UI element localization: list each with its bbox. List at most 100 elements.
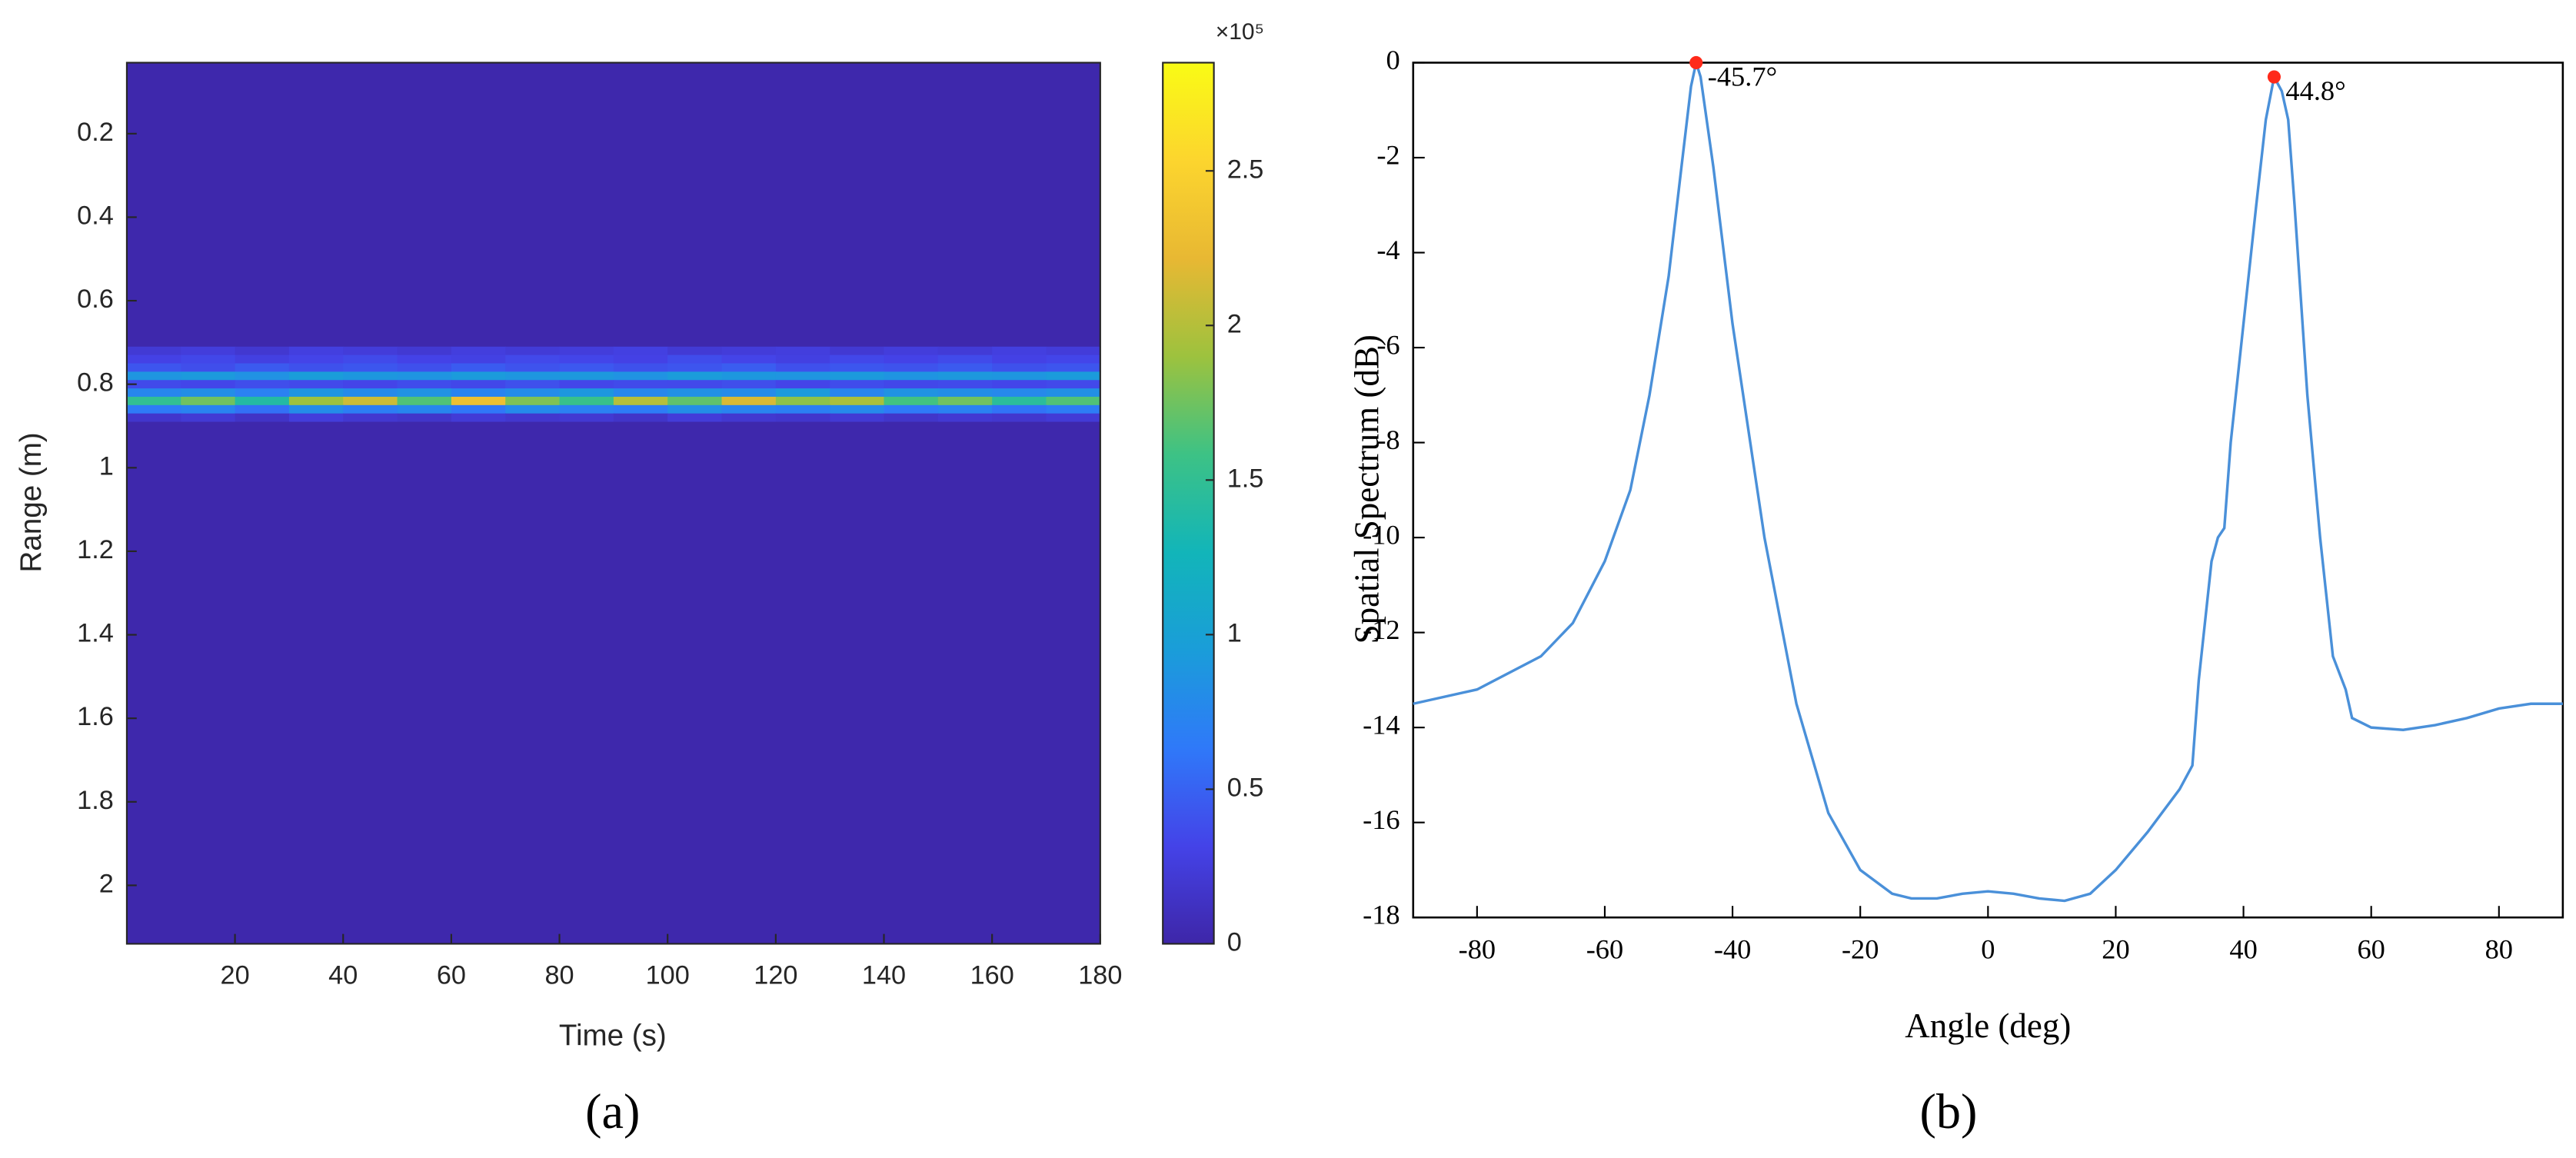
caption: (b) xyxy=(1919,1084,1977,1139)
x-tick-label: 20 xyxy=(2102,934,2129,965)
heatmap-cell xyxy=(288,413,344,423)
heatmap-cell xyxy=(992,346,1047,356)
x-tick-label: 20 xyxy=(221,960,250,990)
heatmap-cell xyxy=(884,413,939,423)
heatmap-cell xyxy=(992,388,1047,398)
heatmap-cell xyxy=(721,413,777,423)
colorbar-tick-label: 2 xyxy=(1227,309,1242,338)
heatmap-cell xyxy=(181,371,236,381)
heatmap-cell xyxy=(288,363,344,373)
heatmap-cell xyxy=(505,62,561,348)
heatmap-cell xyxy=(181,380,236,389)
heatmap-cell xyxy=(884,363,939,373)
heatmap-cell xyxy=(126,388,182,398)
heatmap-cell xyxy=(343,346,398,356)
heatmap-cell xyxy=(235,62,290,348)
colorbar-tick-label: 0.5 xyxy=(1227,773,1264,802)
heatmap-cell xyxy=(505,421,561,945)
x-tick-label: 80 xyxy=(2485,934,2513,965)
heatmap-cell xyxy=(721,354,777,364)
x-tick-label: 60 xyxy=(2357,934,2385,965)
y-axis-label: Range (m) xyxy=(15,432,48,572)
heatmap-cell xyxy=(505,371,561,381)
heatmap-cell xyxy=(451,413,507,423)
heatmap-cell xyxy=(235,396,290,406)
x-tick-label: -80 xyxy=(1459,934,1496,965)
heatmap-cell xyxy=(721,421,777,945)
heatmap-cell xyxy=(505,354,561,364)
x-tick-label: -60 xyxy=(1586,934,1624,965)
heatmap-cell xyxy=(397,404,452,414)
heatmap-cell xyxy=(830,421,885,945)
line-panel: Angle (deg) Spatial Spectrum (dB) (b) -8… xyxy=(1347,45,2564,1139)
heatmap-cell xyxy=(559,404,614,414)
heatmap-cell xyxy=(775,413,831,423)
heatmap-cell xyxy=(505,413,561,423)
y-tick-label: -10 xyxy=(1363,519,1400,550)
heatmap-cell xyxy=(505,388,561,398)
heatmap-cell xyxy=(830,380,885,389)
heatmap-cell xyxy=(397,380,452,389)
heatmap-cell xyxy=(721,404,777,414)
x-tick-label: 120 xyxy=(754,960,797,990)
heatmap-cell xyxy=(667,346,723,356)
heatmap-cell xyxy=(451,388,507,398)
peak-label: -45.7° xyxy=(1708,61,1777,92)
heatmap-cell xyxy=(613,413,669,423)
heatmap-cell xyxy=(451,396,507,406)
y-tick-label: -14 xyxy=(1363,709,1400,740)
heatmap-cell xyxy=(1046,363,1101,373)
heatmap-cell xyxy=(775,396,831,406)
heatmap-cell xyxy=(721,388,777,398)
heatmap-cell xyxy=(235,363,290,373)
heatmap-cell xyxy=(884,62,939,348)
x-tick-label: 160 xyxy=(970,960,1014,990)
colorbar-tick-label: 2.5 xyxy=(1227,155,1264,184)
heatmap-cell xyxy=(288,354,344,364)
heatmap-cell xyxy=(181,388,236,398)
y-axis-label: Spatial Spectrum (dB) xyxy=(1347,334,1386,644)
heatmap-cell xyxy=(775,363,831,373)
x-tick-label: -40 xyxy=(1714,934,1752,965)
y-tick-label: -8 xyxy=(1376,424,1399,455)
y-tick-label: -12 xyxy=(1363,614,1400,645)
heatmap-cell xyxy=(451,62,507,348)
heatmap-cell xyxy=(667,363,723,373)
heatmap-cell xyxy=(613,421,669,945)
heatmap-cell xyxy=(343,404,398,414)
heatmap-cell xyxy=(937,388,993,398)
heatmap-cell xyxy=(830,354,885,364)
colorbar-tick-label: 1 xyxy=(1227,618,1242,647)
heatmap-panel: Time (s) Range (m) ×10⁵ (a) 20 40 60 80 100 1… xyxy=(15,19,1264,1139)
heatmap-cell xyxy=(1046,380,1101,389)
heatmap-cell xyxy=(559,354,614,364)
heatmap-cell xyxy=(992,421,1047,945)
heatmap-cell xyxy=(992,413,1047,423)
y-tick-label: -4 xyxy=(1376,235,1399,265)
heatmap-cell xyxy=(937,404,993,414)
colorbar-exponent: ×10⁵ xyxy=(1216,19,1264,45)
heatmap-cell xyxy=(937,346,993,356)
colorbar-tick-label: 0 xyxy=(1227,927,1242,957)
heatmap-cell xyxy=(505,363,561,373)
heatmap-cell xyxy=(775,380,831,389)
peak-marker xyxy=(1689,55,1703,70)
y-tick-label: 0.4 xyxy=(77,201,114,230)
y-tick-label: 0 xyxy=(1386,45,1399,75)
heatmap-cell xyxy=(937,354,993,364)
heatmap-cell xyxy=(667,421,723,945)
heatmap-cell xyxy=(667,354,723,364)
x-tick-label: 60 xyxy=(437,960,466,990)
x-axis-label: Angle (deg) xyxy=(1905,1007,2071,1045)
heatmap-cell xyxy=(613,371,669,381)
heatmap-cell xyxy=(667,371,723,381)
heatmap-cell xyxy=(937,62,993,348)
heatmap-cell xyxy=(397,421,452,945)
heatmap-cell xyxy=(288,388,344,398)
y-tick-label: -2 xyxy=(1376,139,1399,170)
heatmap-cell xyxy=(830,346,885,356)
heatmap-cell xyxy=(451,380,507,389)
heatmap-cell xyxy=(937,371,993,381)
heatmap-cell xyxy=(775,404,831,414)
